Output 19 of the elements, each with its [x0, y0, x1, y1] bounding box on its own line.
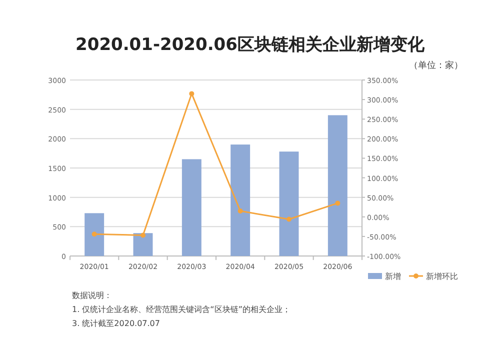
text: 数据说明： [72, 291, 112, 300]
point [92, 232, 97, 237]
text: 3. 统计截至2020.07.07 [72, 319, 160, 328]
legend-label: 新增 [385, 272, 401, 281]
point [286, 216, 292, 222]
point [140, 232, 146, 238]
bar [133, 233, 153, 256]
text: 1. 仅统计企业名称、经营范围关键词含“区块链”的相关企业； [72, 305, 290, 314]
bar [279, 152, 299, 256]
point [335, 200, 340, 206]
bar [84, 213, 104, 256]
bar [230, 144, 250, 256]
point [189, 91, 194, 96]
point [238, 208, 243, 214]
legend-label: 新增环比 [426, 272, 458, 281]
chart-title: 2020.01-2020.06区块链相关企业新增变化 [76, 35, 426, 55]
text: （单位：家） [409, 60, 463, 71]
bar [182, 159, 202, 256]
bar [328, 115, 348, 256]
